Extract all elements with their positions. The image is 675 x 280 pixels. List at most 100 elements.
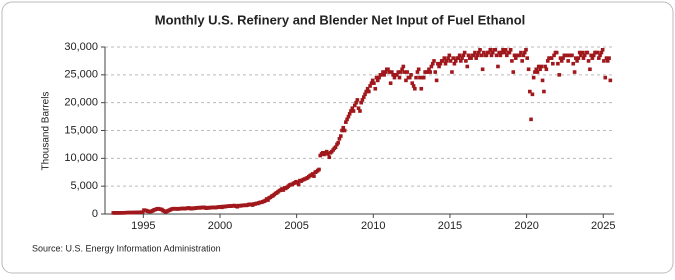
frame <box>1 1 674 274</box>
point <box>448 59 453 63</box>
point <box>566 59 570 63</box>
point <box>281 188 286 192</box>
point <box>337 137 342 141</box>
point <box>476 50 481 55</box>
point <box>513 56 518 60</box>
point <box>333 145 338 149</box>
point <box>461 53 466 58</box>
point <box>352 103 357 108</box>
y-tick-label: 0 <box>92 208 98 220</box>
point <box>361 95 366 99</box>
point <box>478 47 482 52</box>
point <box>140 210 145 214</box>
point <box>425 70 430 74</box>
point <box>390 70 394 74</box>
point <box>512 53 517 58</box>
point <box>415 70 420 74</box>
point <box>324 149 329 154</box>
point <box>517 53 522 58</box>
point <box>358 109 362 113</box>
point <box>487 50 491 55</box>
point <box>369 81 374 85</box>
point <box>557 73 562 77</box>
point <box>379 73 384 77</box>
point <box>429 64 434 69</box>
point <box>544 67 549 72</box>
point <box>572 70 577 74</box>
point <box>511 70 516 74</box>
point <box>367 89 371 94</box>
point <box>416 67 421 72</box>
point <box>317 167 321 172</box>
point <box>595 50 600 55</box>
point <box>402 70 407 74</box>
point <box>539 64 544 69</box>
point <box>551 61 555 66</box>
point <box>466 53 471 58</box>
point <box>597 56 601 60</box>
point <box>397 75 402 80</box>
point <box>407 75 412 80</box>
point <box>370 78 375 83</box>
point <box>479 53 484 58</box>
point <box>580 50 585 55</box>
point <box>488 47 493 52</box>
x-tick-label: 1995 <box>131 220 155 232</box>
point <box>451 56 455 60</box>
point <box>502 50 507 55</box>
point <box>524 47 528 52</box>
point <box>354 100 358 105</box>
point <box>565 53 569 58</box>
point <box>395 73 399 77</box>
point <box>447 53 452 58</box>
y-tick-label: 15,000 <box>64 124 98 136</box>
point <box>364 89 369 94</box>
point <box>365 86 370 91</box>
point <box>505 53 509 58</box>
point <box>522 50 527 55</box>
y-tick-label: 30,000 <box>64 41 98 53</box>
point <box>582 53 587 58</box>
x-tick-label: 2010 <box>361 220 385 232</box>
point <box>574 56 578 60</box>
point <box>428 70 432 74</box>
point <box>554 50 559 55</box>
point <box>475 53 480 58</box>
point <box>388 81 393 85</box>
point <box>493 47 498 52</box>
point <box>494 53 499 58</box>
point <box>444 59 449 63</box>
point <box>600 47 605 52</box>
point <box>409 73 413 77</box>
point <box>520 59 524 63</box>
point <box>446 56 450 60</box>
point <box>482 50 486 55</box>
point <box>441 59 445 63</box>
point <box>586 59 591 63</box>
point <box>430 61 435 66</box>
point <box>350 106 355 111</box>
point <box>356 106 361 111</box>
point <box>496 64 500 69</box>
point <box>465 64 470 69</box>
point <box>404 78 408 83</box>
point <box>549 56 554 60</box>
point <box>456 56 461 60</box>
point <box>556 61 560 66</box>
point <box>588 67 592 72</box>
y-tick-label: 25,000 <box>64 69 98 81</box>
point <box>442 56 447 60</box>
point <box>536 64 541 69</box>
x-tick-label: 2025 <box>591 220 615 232</box>
point <box>585 50 590 55</box>
point <box>510 59 514 63</box>
point <box>471 53 476 58</box>
point <box>542 89 546 94</box>
point <box>381 70 385 74</box>
point <box>508 47 513 52</box>
point <box>490 50 495 55</box>
point <box>421 75 426 80</box>
point <box>342 128 347 133</box>
point <box>501 47 505 52</box>
